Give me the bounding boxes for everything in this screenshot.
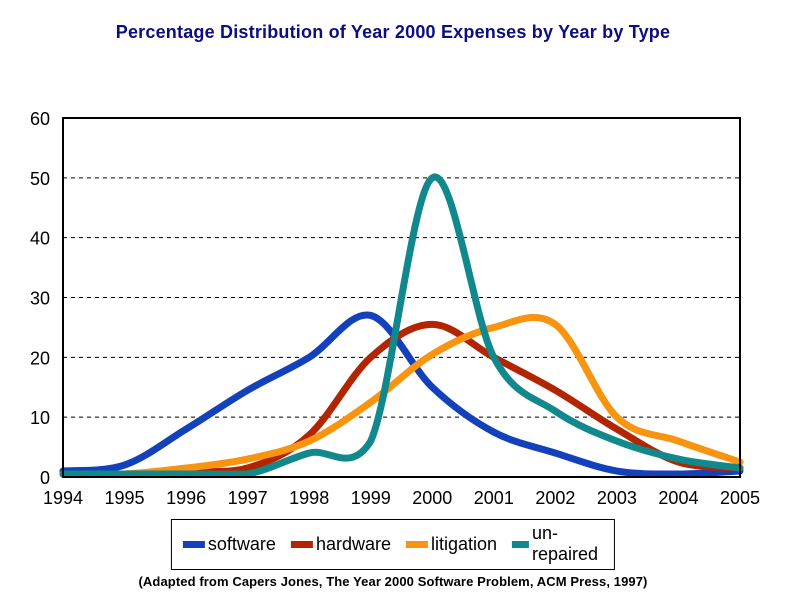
y-tick-label-10: 10 — [30, 408, 50, 428]
legend-label-software: software — [207, 533, 276, 554]
legend-item-hardware: hardware — [290, 533, 391, 555]
x-tick-label-1996: 1996 — [166, 488, 206, 508]
line-chart: 0 10 20 30 40 50 60 1994 1995 1996 1997 1998 1999 200… — [30, 109, 760, 508]
y-tick-label-40: 40 — [30, 229, 50, 249]
legend-swatch-litigation — [405, 540, 428, 548]
y-tick-label-50: 50 — [30, 169, 50, 189]
legend-label-litigation: litigation — [430, 533, 498, 554]
legend-item-litigation: litigation — [405, 533, 498, 555]
x-tick-label-2000: 2000 — [412, 488, 452, 508]
legend-item-software: software — [182, 533, 276, 555]
legend-swatch-software — [182, 540, 205, 548]
y-tick-label-0: 0 — [40, 468, 50, 488]
x-tick-label-2005: 2005 — [720, 488, 760, 508]
y-tick-label-30: 30 — [30, 289, 50, 309]
legend: software hardware litigation un-repaired — [170, 519, 616, 570]
legend-label-hardware: hardware — [315, 533, 391, 554]
legend-label-un-repaired: un-repaired — [532, 523, 599, 564]
y-tick-label-20: 20 — [30, 348, 50, 368]
chart-title: Percentage Distribution of Year 2000 Exp… — [115, 22, 671, 42]
series-line-un-repaired — [59, 173, 744, 478]
plot-border — [62, 117, 741, 478]
x-tick-label-1997: 1997 — [228, 488, 268, 508]
x-tick-label-1999: 1999 — [351, 488, 391, 508]
x-tick-label-2001: 2001 — [474, 488, 514, 508]
x-tick-label-2004: 2004 — [658, 488, 698, 508]
x-tick-label-1995: 1995 — [105, 488, 145, 508]
legend-item-un-repaired: un-repaired — [512, 523, 603, 565]
legend-swatch-hardware — [290, 540, 313, 548]
x-tick-label-1998: 1998 — [289, 488, 329, 508]
series-line-litigation — [59, 313, 744, 478]
x-tick-label-1994: 1994 — [43, 488, 83, 508]
source-note: (Adapted from Capers Jones, The Year 200… — [138, 574, 648, 589]
legend-swatch-un-repaired — [512, 540, 530, 548]
x-tick-label-2003: 2003 — [597, 488, 637, 508]
x-tick-label-2002: 2002 — [535, 488, 575, 508]
y-tick-label-60: 60 — [30, 109, 50, 129]
